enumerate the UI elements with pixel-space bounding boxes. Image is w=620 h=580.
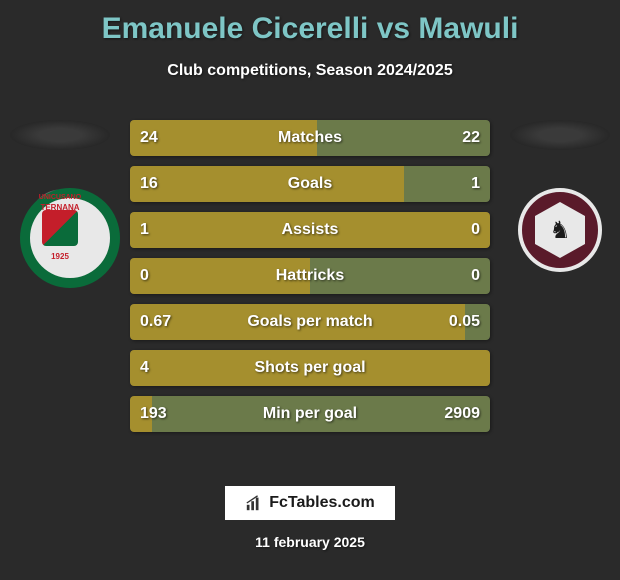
shadow-ellipse-left: [10, 120, 110, 150]
bar-value-right: 0.05: [449, 304, 480, 340]
stat-bar: Min per goal193 2909: [130, 396, 490, 432]
bar-value-right: 22: [462, 120, 480, 156]
stat-bar: Shots per goal4: [130, 350, 490, 386]
bar-label: Goals per match: [130, 304, 490, 340]
bar-value-left: 0: [140, 258, 149, 294]
stat-bar: Assists1 0: [130, 212, 490, 248]
stat-bar: Goals16 1: [130, 166, 490, 202]
comparison-subtitle: Club competitions, Season 2024/2025: [0, 62, 620, 80]
footer-branding: FcTables.com: [225, 486, 395, 520]
badge-right-circle: ♞: [518, 188, 602, 272]
bar-value-right: 1: [471, 166, 480, 202]
chart-icon: [245, 494, 263, 512]
bar-label: Goals: [130, 166, 490, 202]
footer-label: FcTables.com: [269, 494, 375, 512]
footer-container: FcTables.com: [0, 486, 620, 520]
team-left-container: UNICUSANO TERNANA 1925: [10, 120, 110, 290]
team-left-badge: UNICUSANO TERNANA 1925: [10, 170, 110, 290]
bar-label: Matches: [130, 120, 490, 156]
bar-label: Hattricks: [130, 258, 490, 294]
badge-right-shield: ♞: [535, 202, 585, 258]
badge-left-name-text: TERNANA: [10, 203, 110, 212]
bar-value-left: 4: [140, 350, 149, 386]
bar-label: Assists: [130, 212, 490, 248]
badge-left-year: 1925: [10, 252, 110, 261]
bar-value-left: 16: [140, 166, 158, 202]
bar-value-left: 1: [140, 212, 149, 248]
bar-value-left: 24: [140, 120, 158, 156]
horse-icon: ♞: [549, 216, 571, 245]
bar-label: Shots per goal: [130, 350, 490, 386]
stat-bar: Goals per match0.67 0.05: [130, 304, 490, 340]
comparison-title: Emanuele Cicerelli vs Mawuli: [0, 0, 620, 46]
badge-left-top-text: UNICUSANO: [10, 194, 110, 201]
shadow-ellipse-right: [510, 120, 610, 150]
date-text: 11 february 2025: [0, 534, 620, 550]
bar-label: Min per goal: [130, 396, 490, 432]
stat-bar: Hattricks0 0: [130, 258, 490, 294]
bar-value-right: 2909: [444, 396, 480, 432]
team-right-container: ♞: [510, 120, 610, 290]
team-right-badge: ♞: [510, 170, 610, 290]
bar-value-left: 0.67: [140, 304, 171, 340]
stat-bar: Matches24 22: [130, 120, 490, 156]
bar-value-right: 0: [471, 258, 480, 294]
bar-value-right: 0: [471, 212, 480, 248]
bar-value-left: 193: [140, 396, 167, 432]
stats-bars-container: Matches2422Goals161Assists10Hattricks00G…: [130, 120, 490, 442]
